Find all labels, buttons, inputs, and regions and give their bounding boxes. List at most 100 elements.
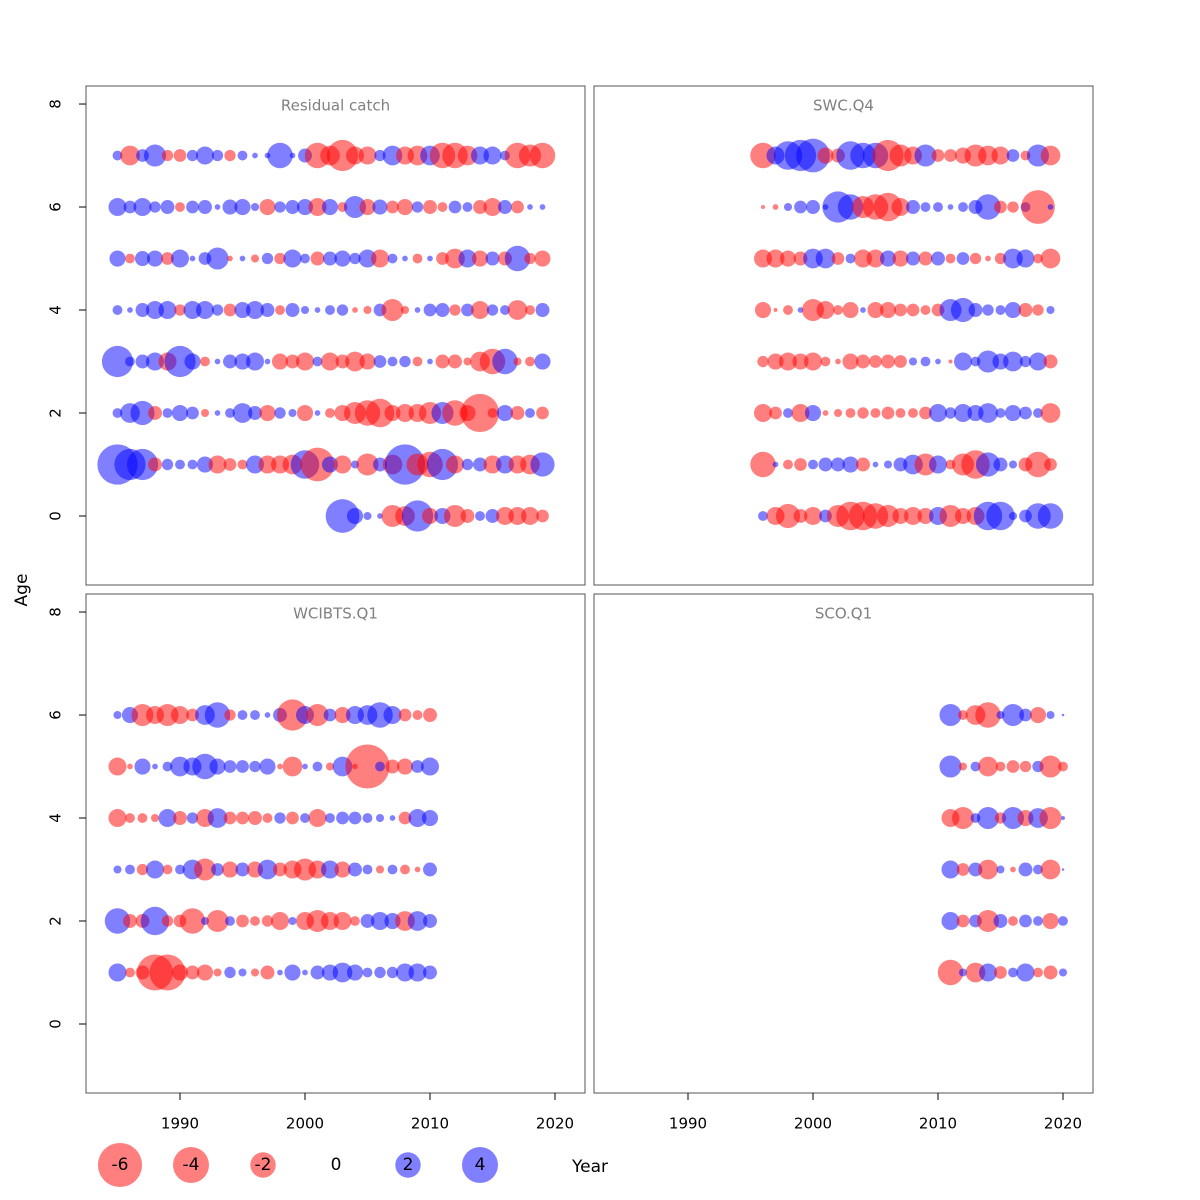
bubble <box>358 249 377 268</box>
bubble <box>1001 806 1025 830</box>
bubble <box>345 351 365 372</box>
bubble <box>525 356 535 367</box>
bubble <box>460 393 500 433</box>
bubble <box>443 504 467 528</box>
bubble <box>908 357 918 366</box>
bubble <box>978 756 998 777</box>
bubble <box>920 202 931 212</box>
bubble <box>346 964 364 981</box>
bubble <box>534 353 551 370</box>
bubble <box>530 452 555 477</box>
bubble <box>521 506 539 525</box>
bubble <box>958 202 968 212</box>
bubble <box>325 762 335 771</box>
bubble <box>363 511 372 521</box>
bubble <box>804 352 822 371</box>
bubble <box>377 513 383 519</box>
bubble <box>259 758 276 775</box>
bubble <box>1019 355 1032 368</box>
bubble <box>460 509 475 523</box>
bubble <box>783 408 793 418</box>
bubble <box>274 252 286 265</box>
bubble <box>775 503 801 529</box>
bubble <box>954 352 972 371</box>
bubble <box>412 710 423 720</box>
bubble <box>539 204 546 210</box>
bubble <box>1008 967 1018 978</box>
bubble <box>387 864 398 875</box>
bubble <box>387 356 398 367</box>
bubble <box>793 509 808 523</box>
bubble <box>513 357 522 366</box>
bubble <box>773 307 778 313</box>
bubble <box>334 250 351 267</box>
bubble <box>239 255 246 262</box>
bubble <box>929 455 947 474</box>
bubble <box>374 966 386 979</box>
bubble <box>908 408 918 418</box>
bubble <box>1037 503 1064 529</box>
bubble <box>143 144 167 167</box>
bubble <box>457 145 478 166</box>
bubble <box>179 908 206 934</box>
bubble <box>375 865 385 874</box>
bubble <box>939 755 962 778</box>
legend-bubble <box>97 1142 143 1188</box>
bubble <box>969 252 982 265</box>
bubble <box>994 200 1007 214</box>
bubble <box>260 965 275 980</box>
bubble <box>995 305 1006 315</box>
bubble <box>461 458 474 471</box>
bubble <box>248 406 262 420</box>
legend-label: -2 <box>255 1155 272 1175</box>
bubble <box>794 458 807 471</box>
bubble <box>130 400 155 426</box>
bubble <box>978 859 998 880</box>
bubble <box>125 253 135 264</box>
bubble <box>334 861 351 878</box>
bubble <box>815 248 836 269</box>
bubble <box>407 911 428 931</box>
bubble <box>358 146 377 165</box>
bubble <box>323 251 337 266</box>
bubble <box>146 250 164 267</box>
bubble <box>214 358 221 365</box>
bubble <box>881 406 895 420</box>
bubble <box>237 710 248 720</box>
bubble <box>423 914 437 928</box>
x-tick-label: 2020 <box>536 1115 574 1133</box>
bubble <box>760 205 766 210</box>
bubble <box>112 408 123 418</box>
bubble <box>336 811 349 825</box>
y-axis-label: Age <box>12 574 32 607</box>
bubble <box>146 352 164 371</box>
bubble <box>511 200 524 214</box>
bubble <box>196 301 214 320</box>
bubble <box>1003 248 1023 269</box>
bubble <box>214 410 221 416</box>
bubble <box>769 406 782 420</box>
bubble <box>386 966 399 979</box>
bubble <box>1058 968 1068 977</box>
bubble <box>223 760 237 773</box>
bubble <box>1058 916 1068 926</box>
bubble <box>108 198 127 217</box>
bubble <box>285 354 300 369</box>
bubble <box>250 916 260 926</box>
bubble <box>362 864 373 875</box>
bubble <box>421 757 439 776</box>
bubble <box>412 253 423 264</box>
bubble <box>442 400 468 426</box>
bubble <box>193 858 217 881</box>
bubble <box>1044 458 1057 471</box>
bubble <box>894 303 907 317</box>
bubble <box>754 249 772 268</box>
bubble <box>333 912 352 931</box>
y-tick-label: 8 <box>47 607 65 617</box>
bubble <box>498 200 512 214</box>
bubble <box>867 301 884 319</box>
bubble <box>976 350 1000 373</box>
bubble <box>947 204 954 210</box>
bubble <box>234 198 251 216</box>
bubble <box>525 408 535 418</box>
